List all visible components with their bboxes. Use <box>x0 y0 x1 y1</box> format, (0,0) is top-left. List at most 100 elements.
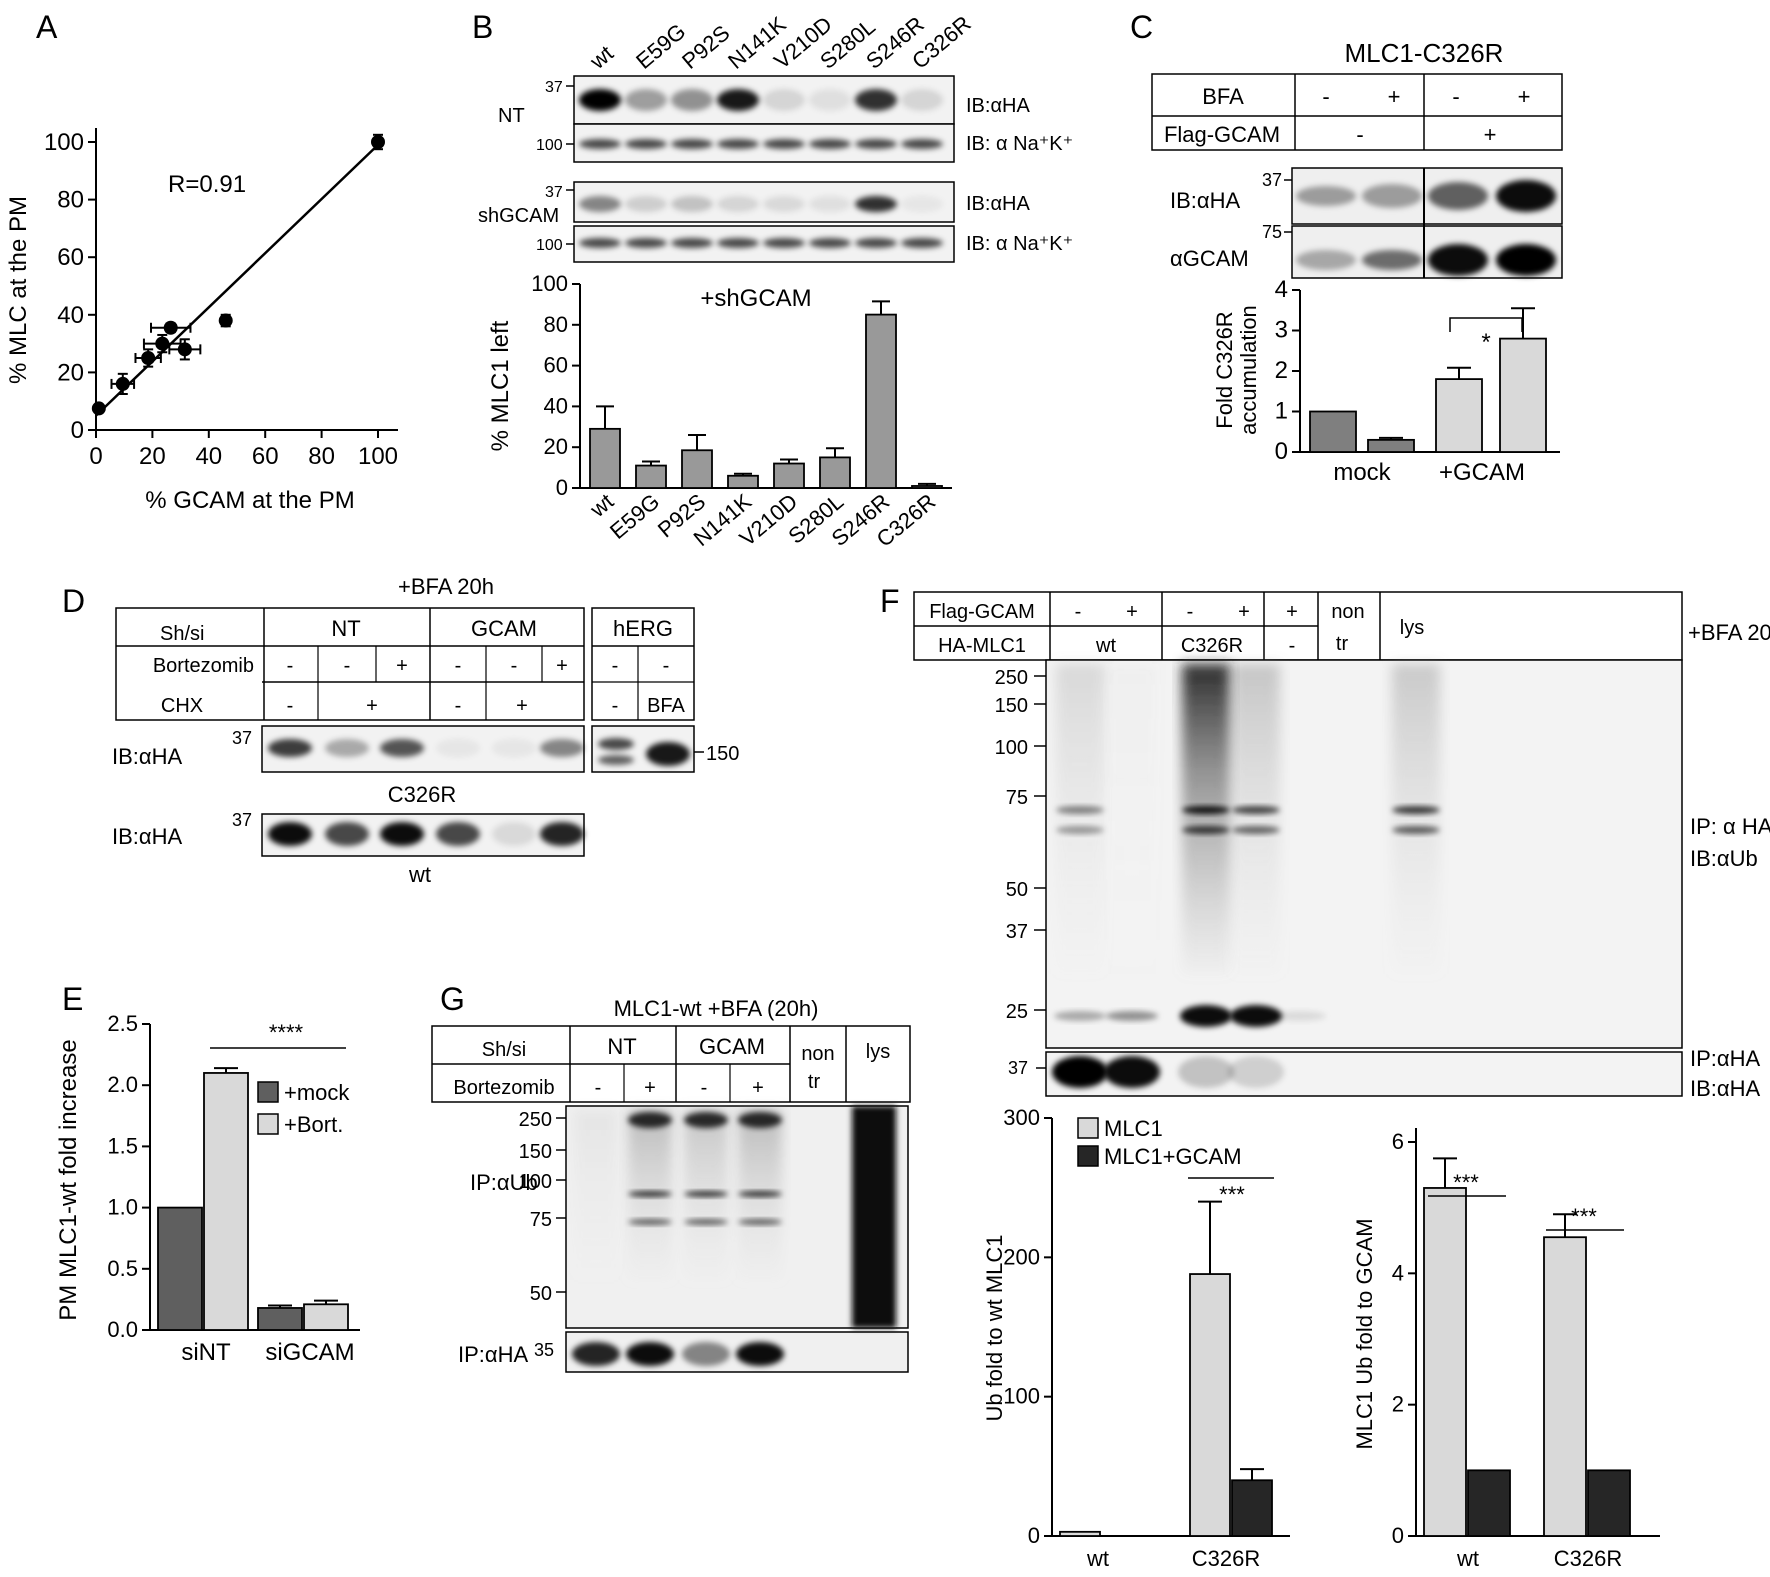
mw-marker: 150 <box>995 695 1028 717</box>
blot-band <box>684 1191 728 1197</box>
panel-letter-g: G <box>440 981 465 1017</box>
scatter-point <box>141 351 156 365</box>
chx-value: - <box>287 695 294 717</box>
blot-band <box>1052 1056 1108 1088</box>
blot-band <box>579 89 621 111</box>
mw-marker: 100 <box>519 1171 552 1193</box>
y-tick-label: 1.5 <box>107 1133 138 1158</box>
ha-mlc1-label: HA-MLC1 <box>938 635 1026 657</box>
blot-band <box>1428 244 1488 276</box>
x-axis-label: % GCAM at the PM <box>145 487 354 514</box>
flag-gcam-value: + <box>1286 601 1298 623</box>
blot-band <box>492 822 536 846</box>
bortezomib-value: + <box>396 655 408 677</box>
blot-band <box>1230 1005 1282 1027</box>
blot-band <box>625 89 667 111</box>
bfa-value-4: + <box>1518 84 1531 109</box>
herg-label: hERG <box>613 616 673 641</box>
flag-gcam-value: - <box>1187 601 1194 623</box>
y-tick-label: 2.5 <box>107 1011 138 1036</box>
blot-band <box>1362 184 1422 208</box>
blot-band <box>1178 1056 1234 1088</box>
bar <box>681 449 713 489</box>
blot-band <box>901 238 943 248</box>
chx-label: CHX <box>161 695 203 717</box>
blot-band <box>717 89 759 111</box>
panel-e-bar-chart: 0.0 0.5 1.0 1.5 2.0 2.5 **** +mock +Bort. siN… <box>55 1011 360 1366</box>
bfa-value-1: - <box>1322 84 1329 109</box>
bar <box>1543 1236 1587 1537</box>
blot-band <box>1428 182 1488 210</box>
y-tick-label: 20 <box>544 434 568 459</box>
shsi-label: Sh/si <box>160 623 204 645</box>
bar <box>157 1206 203 1331</box>
bortezomib-value: - <box>287 655 294 677</box>
bortezomib-value: - <box>595 1077 602 1099</box>
y-tick-label: 2 <box>1392 1392 1404 1417</box>
blot2-label: IB:αHA <box>112 824 183 849</box>
mw-marker: 150 <box>519 1141 552 1163</box>
x-tick-label: 60 <box>252 443 279 470</box>
panel-a-scatter: 0 20 40 60 80 100 0 20 40 60 80 100 R=0.91 % GCAM … <box>5 128 398 514</box>
gcam-value-minus: - <box>1356 122 1363 147</box>
bar <box>257 1307 303 1331</box>
blot-smear <box>1056 664 1104 974</box>
x-tick-label: 20 <box>139 443 166 470</box>
blot-band <box>671 139 713 149</box>
mw-100-sh: 100 <box>536 237 563 254</box>
blot-band <box>380 822 424 846</box>
mw-37-sh: 37 <box>545 184 563 201</box>
blot2-caption: wt <box>408 862 431 887</box>
flag-gcam-value: + <box>1126 601 1138 623</box>
panel-title: +BFA 20h <box>398 574 494 599</box>
bar <box>911 485 943 489</box>
mw-37-small: 37 <box>1008 1058 1028 1078</box>
ib-label-2: IB: α Na⁺K⁺ <box>966 133 1073 155</box>
mw-35: 35 <box>534 1340 554 1360</box>
y-tick-label: 100 <box>531 271 568 296</box>
blot-band <box>325 739 369 757</box>
y-tick-label: 20 <box>57 359 84 386</box>
mw-marker: 50 <box>1006 879 1028 901</box>
lane-label: wt <box>584 41 618 75</box>
bar <box>635 464 667 489</box>
blot-band <box>855 238 897 248</box>
mw-marker: 250 <box>995 667 1028 689</box>
bar <box>727 474 759 489</box>
y-tick-label: 0 <box>1392 1523 1404 1548</box>
significance-stars: **** <box>269 1020 304 1045</box>
mw-marker: 75 <box>1006 787 1028 809</box>
group-label-sint: siNT <box>181 1339 231 1366</box>
y-tick-label: 40 <box>57 302 84 329</box>
bortezomib-value: - <box>511 655 518 677</box>
bortezomib-value: + <box>752 1077 764 1099</box>
bar <box>1499 337 1547 453</box>
row-label-bfa: BFA <box>1202 84 1244 109</box>
nontr-label-1: non <box>1331 601 1364 623</box>
chart-title: +shGCAM <box>700 285 811 312</box>
y-tick-label: 0 <box>556 475 568 500</box>
blot-band <box>1296 186 1356 206</box>
blot-band <box>1496 244 1556 276</box>
nontr-label-1: non <box>801 1043 834 1065</box>
y-tick-label: 60 <box>57 244 84 271</box>
x-tick-label: 40 <box>195 443 222 470</box>
herg-chx-1: - <box>612 695 619 717</box>
blot-band <box>268 739 312 757</box>
mw-100-nt: 100 <box>536 137 563 154</box>
group-label-sigcam: siGCAM <box>265 1339 354 1366</box>
blot-band <box>579 196 621 212</box>
mw-37: 37 <box>1262 170 1282 190</box>
blot-band <box>1056 806 1104 814</box>
y-tick-label: 80 <box>544 312 568 337</box>
blot-band <box>268 822 312 846</box>
blot-band <box>1180 1005 1232 1027</box>
blot-band <box>901 139 943 149</box>
bar <box>1059 1530 1101 1537</box>
blot-band <box>540 739 584 757</box>
blot-band <box>671 89 713 111</box>
x-tick-label: 0 <box>89 443 102 470</box>
bfa-label: +BFA 20h <box>1688 620 1770 645</box>
blot-band <box>1232 806 1280 814</box>
